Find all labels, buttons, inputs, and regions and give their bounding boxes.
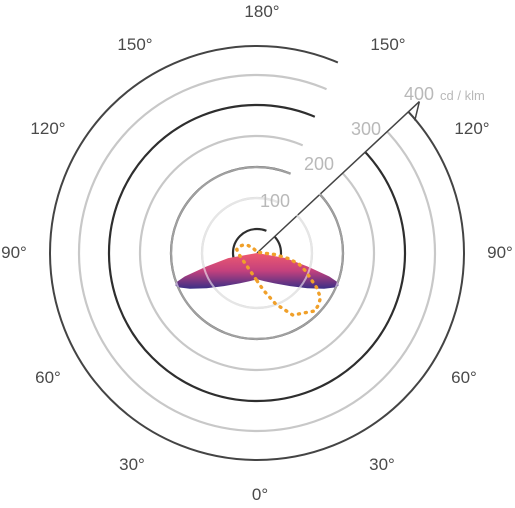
angle-label-left-90: 90° — [1, 243, 27, 262]
angle-label-lower-left-30: 30° — [119, 455, 145, 474]
angle-label-upper-left-150: 150° — [117, 35, 152, 54]
grid-ring — [107, 103, 407, 403]
radial-tick-label: 300 — [351, 119, 381, 139]
radial-axis-line — [256, 101, 420, 254]
angle-label-right-120: 120° — [454, 119, 489, 138]
radial-tick-label: 400 — [404, 84, 434, 104]
angle-label-bottom: 0° — [252, 485, 268, 504]
radial-unit-label: cd / klm — [440, 88, 485, 103]
overlay-ring — [170, 166, 344, 340]
angle-label-upper-right-150: 150° — [370, 35, 405, 54]
angle-label-lower-right-30: 30° — [369, 455, 395, 474]
radial-axis-tick — [414, 101, 421, 121]
overlay-ring — [201, 197, 313, 309]
angle-label-top: 180° — [244, 2, 279, 21]
grid-ring — [77, 73, 437, 433]
angle-label-left-120: 120° — [30, 119, 65, 138]
series-fill-curve — [175, 253, 339, 289]
angle-label-left-60: 60° — [35, 368, 61, 387]
radial-tick-label: 200 — [304, 154, 334, 174]
series-dotted-curve — [234, 243, 323, 317]
angle-label-right-90: 90° — [487, 243, 513, 262]
grid-ring — [49, 45, 465, 461]
label-wedge — [257, 55, 415, 253]
grid-ring — [138, 134, 376, 372]
angle-label-right-60: 60° — [451, 368, 477, 387]
radial-tick-label: 100 — [260, 191, 290, 211]
